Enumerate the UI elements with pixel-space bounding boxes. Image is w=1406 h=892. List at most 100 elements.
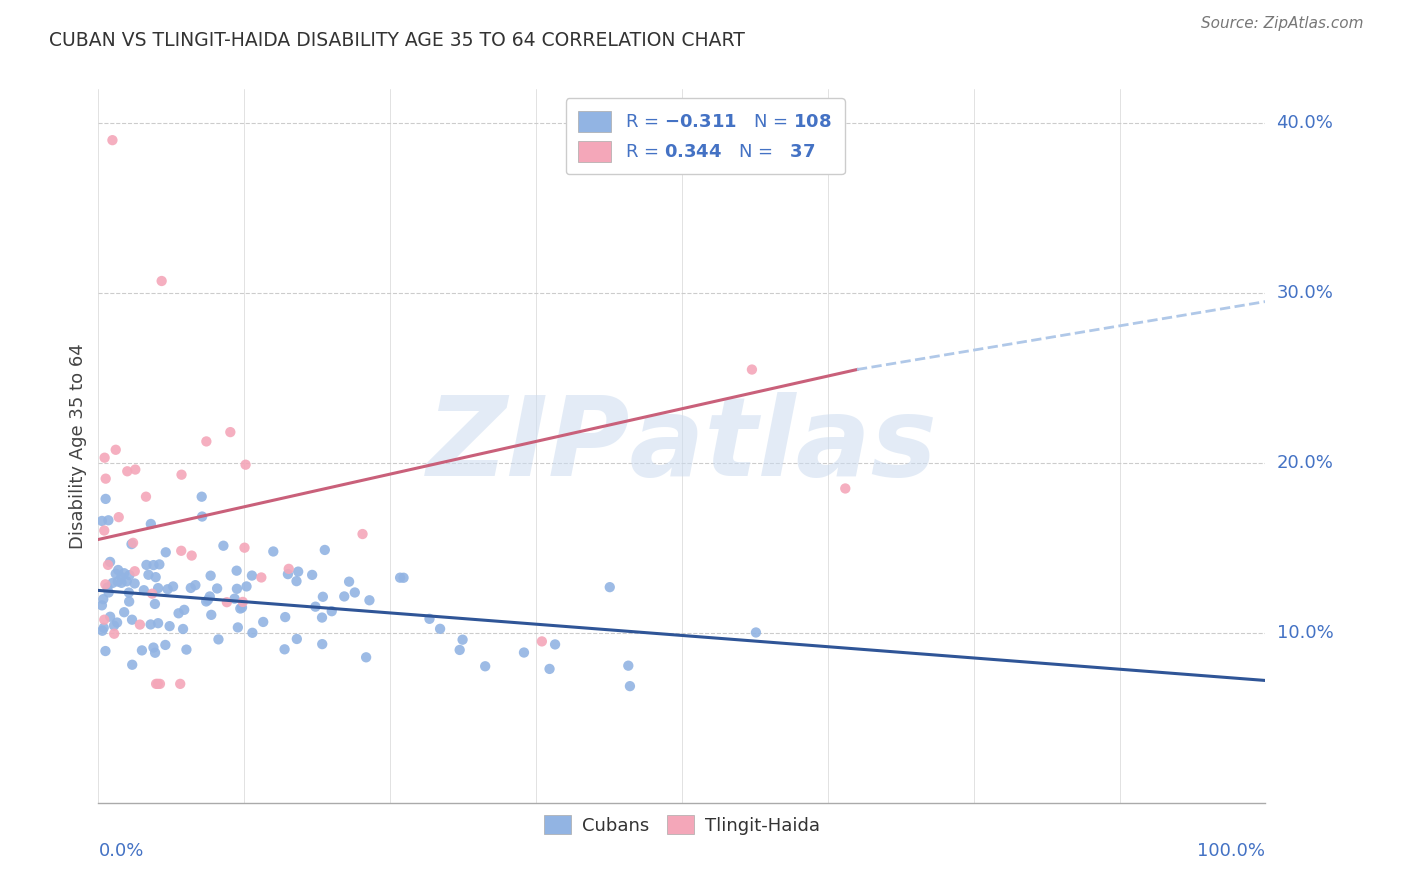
Point bbox=[304, 599, 326, 614]
Point bbox=[235, 579, 257, 593]
Point bbox=[287, 565, 309, 579]
Point bbox=[274, 610, 297, 624]
Point bbox=[212, 539, 235, 553]
Point bbox=[285, 632, 308, 646]
Point bbox=[599, 580, 621, 594]
Point bbox=[93, 621, 115, 635]
Point bbox=[333, 590, 356, 604]
Point bbox=[273, 642, 295, 657]
Point bbox=[617, 658, 640, 673]
Point bbox=[250, 570, 273, 584]
Point bbox=[148, 558, 170, 572]
Point bbox=[190, 490, 212, 504]
Point bbox=[392, 571, 415, 585]
Point bbox=[262, 544, 284, 558]
Point bbox=[97, 558, 120, 572]
Point bbox=[143, 646, 166, 660]
Point bbox=[105, 615, 128, 630]
Point bbox=[231, 600, 253, 615]
Point bbox=[142, 640, 165, 655]
Point bbox=[544, 637, 567, 651]
Point bbox=[226, 620, 249, 634]
Point bbox=[159, 619, 181, 633]
Point bbox=[112, 605, 135, 619]
Point bbox=[94, 472, 117, 486]
Point bbox=[146, 616, 169, 631]
Point bbox=[107, 510, 129, 524]
Point bbox=[215, 595, 238, 609]
Y-axis label: Disability Age 35 to 64: Disability Age 35 to 64 bbox=[69, 343, 87, 549]
Point bbox=[474, 659, 496, 673]
Text: ZIP​atlas: ZIP​atlas bbox=[426, 392, 938, 500]
Point bbox=[451, 632, 474, 647]
Point bbox=[91, 624, 114, 638]
Point bbox=[311, 637, 333, 651]
Text: 40.0%: 40.0% bbox=[1277, 114, 1333, 132]
Point bbox=[233, 541, 256, 555]
Point bbox=[198, 590, 221, 604]
Point bbox=[530, 634, 553, 648]
Point bbox=[90, 514, 112, 528]
Point bbox=[149, 677, 172, 691]
Point bbox=[110, 575, 132, 590]
Point bbox=[429, 622, 451, 636]
Point bbox=[142, 558, 165, 573]
Point bbox=[139, 516, 162, 531]
Point bbox=[224, 591, 246, 606]
Point bbox=[145, 570, 167, 584]
Point bbox=[191, 509, 214, 524]
Point bbox=[93, 450, 115, 465]
Point bbox=[94, 491, 117, 506]
Point bbox=[156, 582, 179, 597]
Point bbox=[834, 482, 856, 496]
Point bbox=[235, 458, 257, 472]
Point bbox=[252, 615, 274, 629]
Point bbox=[143, 597, 166, 611]
Point bbox=[200, 568, 222, 582]
Point bbox=[103, 618, 125, 632]
Point bbox=[169, 677, 191, 691]
Point bbox=[354, 650, 377, 665]
Point bbox=[118, 585, 141, 599]
Point bbox=[167, 607, 190, 621]
Point bbox=[285, 574, 308, 589]
Text: 30.0%: 30.0% bbox=[1277, 284, 1333, 302]
Point bbox=[98, 555, 121, 569]
Point bbox=[122, 536, 145, 550]
Text: CUBAN VS TLINGIT-HAIDA DISABILITY AGE 35 TO 64 CORRELATION CHART: CUBAN VS TLINGIT-HAIDA DISABILITY AGE 35… bbox=[49, 31, 745, 50]
Point bbox=[180, 549, 202, 563]
Point bbox=[115, 574, 138, 589]
Point bbox=[277, 562, 299, 576]
Point bbox=[242, 625, 264, 640]
Point bbox=[146, 581, 169, 595]
Point bbox=[121, 613, 143, 627]
Point bbox=[139, 617, 162, 632]
Point bbox=[101, 133, 124, 147]
Point bbox=[91, 592, 114, 607]
Point bbox=[205, 582, 228, 596]
Point bbox=[184, 578, 207, 592]
Point bbox=[132, 583, 155, 598]
Point bbox=[172, 622, 194, 636]
Point bbox=[173, 603, 195, 617]
Point bbox=[97, 513, 120, 527]
Point bbox=[180, 581, 202, 595]
Point bbox=[229, 601, 252, 615]
Point bbox=[121, 657, 143, 672]
Point bbox=[96, 581, 118, 595]
Point bbox=[104, 566, 127, 581]
Point bbox=[135, 490, 157, 504]
Point bbox=[131, 643, 153, 657]
Point bbox=[128, 617, 150, 632]
Point bbox=[93, 613, 115, 627]
Point bbox=[343, 585, 366, 599]
Point bbox=[97, 585, 120, 599]
Point bbox=[352, 527, 374, 541]
Point bbox=[162, 579, 184, 593]
Point bbox=[118, 568, 141, 582]
Point bbox=[197, 592, 219, 607]
Text: 100.0%: 100.0% bbox=[1198, 842, 1265, 860]
Point bbox=[93, 524, 115, 538]
Point bbox=[389, 571, 412, 585]
Point bbox=[312, 590, 335, 604]
